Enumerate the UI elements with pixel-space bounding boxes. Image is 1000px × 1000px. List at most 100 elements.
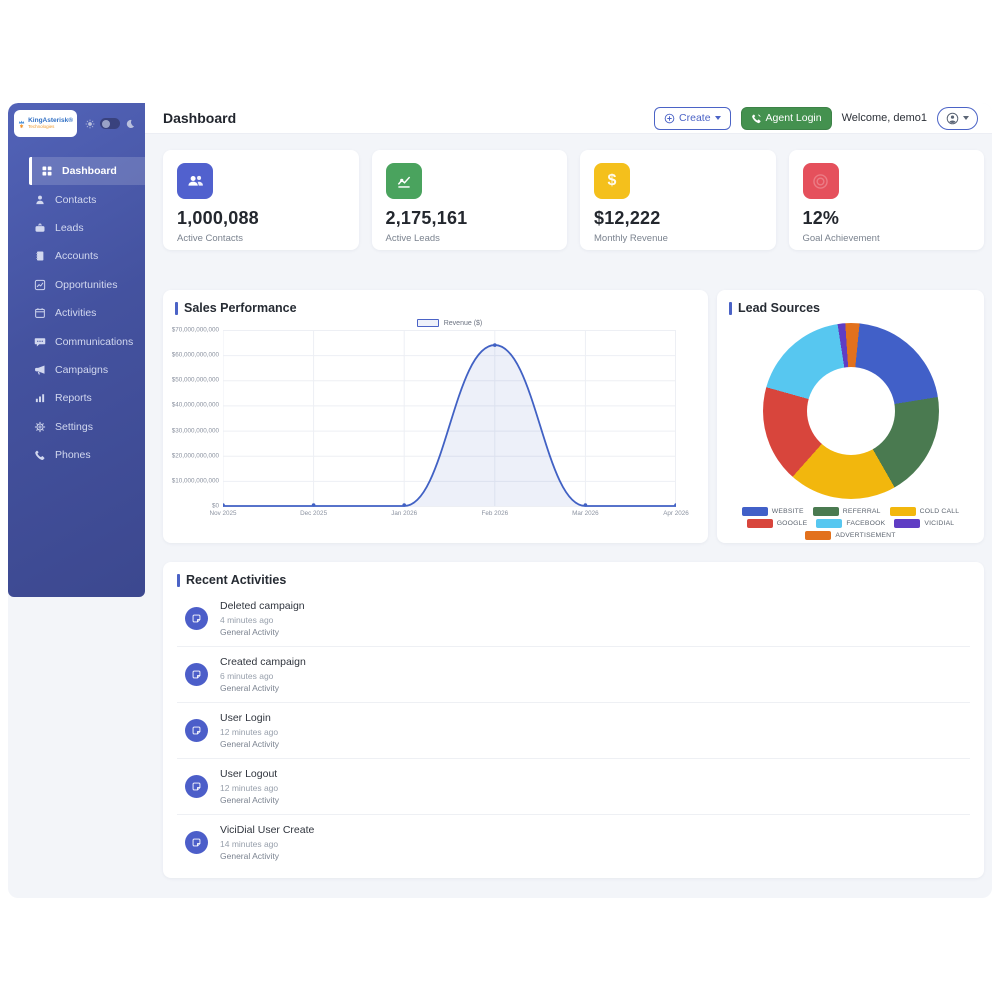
activity-title: User Login — [220, 712, 271, 724]
y-axis-labels: $70,000,000,000 $60,000,000,000 $50,000,00… — [172, 327, 223, 510]
create-button[interactable]: Create — [654, 106, 731, 130]
donut-legend-item[interactable]: WEBSITE — [741, 507, 804, 516]
note-icon — [185, 663, 208, 686]
donut-legend-item[interactable]: ADVERTISEMENT — [805, 531, 895, 540]
chevron-down-icon — [714, 116, 721, 120]
x-axis-tick-label: Apr 2026 — [663, 510, 689, 517]
sidebar-item-label: Communications — [55, 335, 134, 348]
graph-up-icon — [34, 279, 46, 290]
activity-title: Deleted campaign — [220, 600, 305, 612]
stat-label: Goal Achievement — [802, 233, 880, 244]
brand-name: KingAsterisk® — [28, 116, 73, 124]
sidebar-item-settings[interactable]: Settings — [8, 413, 145, 441]
note-icon — [185, 607, 208, 630]
stat-value: 12% — [802, 208, 840, 228]
legend-swatch — [416, 319, 439, 327]
activity-time: 14 minutes ago — [220, 838, 279, 849]
bar-chart-icon — [35, 394, 45, 403]
section-accent-bar — [729, 301, 732, 315]
theme-toggle[interactable] — [100, 118, 120, 129]
sidebar-item-label: Opportunities — [55, 278, 118, 291]
x-axis-labels: Nov 2025 Dec 2025 Jan 2026 Feb 2026 Mar 2026… — [210, 507, 689, 519]
legend-swatch — [812, 507, 839, 516]
phone-outgoing-icon — [751, 113, 761, 123]
crm-app-window: KingAsterisk® Technologies Dashboard — [8, 103, 992, 898]
target-icon — [802, 163, 839, 199]
plus-circle-icon — [664, 113, 675, 123]
activity-row[interactable]: User Logout 12 minutes ago General Activ… — [177, 758, 970, 814]
donut-legend-item[interactable]: FACEBOOK — [816, 519, 885, 528]
agent-login-button[interactable]: Agent Login — [740, 106, 832, 130]
legend-label: ADVERTISEMENT — [835, 532, 896, 539]
sidebar-item-label: Phones — [55, 449, 91, 462]
donut-legend-item[interactable]: GOOGLE — [746, 519, 808, 528]
sidebar-item-label: Reports — [55, 392, 92, 405]
revenue-line-chart[interactable] — [221, 330, 678, 507]
legend-swatch — [889, 507, 916, 516]
activity-time: 4 minutes ago — [220, 614, 274, 625]
recent-activities-card: Recent Activities Deleted campaign 4 min… — [163, 562, 984, 878]
activity-category: General Activity — [220, 627, 280, 637]
sidebar-item-reports[interactable]: Reports — [8, 384, 145, 412]
donut-legend-item[interactable]: REFERRAL — [812, 507, 881, 516]
sidebar-item-opportunities[interactable]: Opportunities — [8, 271, 145, 299]
section-accent-bar — [175, 301, 178, 315]
sidebar-item-leads[interactable]: Leads — [8, 214, 145, 242]
legend-label: VICIDIAL — [924, 520, 955, 527]
activity-category: General Activity — [220, 683, 280, 693]
donut-legend-item[interactable]: COLD CALL — [889, 507, 960, 516]
stat-value: 1,000,088 — [177, 208, 259, 228]
agent-login-label: Agent Login — [765, 112, 822, 124]
section-accent-bar — [177, 573, 180, 587]
stat-label: Active Leads — [385, 233, 440, 244]
sidebar-item-accounts[interactable]: Accounts — [8, 242, 145, 270]
activity-row[interactable]: User Login 12 minutes ago General Activi… — [177, 702, 970, 758]
sales-performance-card: Sales Performance Revenue ($) $70,000,00… — [163, 290, 708, 543]
sidebar-nav: Dashboard Contacts Leads Accounts Opport… — [8, 157, 145, 469]
top-header: Dashboard Create Agent Login Welcome, de… — [145, 103, 992, 134]
x-axis-tick-label: Feb 2026 — [481, 510, 509, 517]
person-icon — [36, 195, 44, 204]
sidebar-item-activities[interactable]: Activities — [8, 299, 145, 327]
stats-row: 1,000,088 Active Contacts 2,175,161 Acti… — [163, 150, 984, 250]
x-axis-tick-label: Mar 2026 — [572, 510, 599, 517]
activity-row[interactable]: Created campaign 6 minutes ago General A… — [177, 646, 970, 702]
y-axis-tick-label: $0 — [211, 502, 219, 510]
journal-icon — [36, 251, 44, 261]
sidebar-item-contacts[interactable]: Contacts — [8, 185, 145, 213]
briefcase-icon — [35, 223, 45, 232]
create-button-label: Create — [679, 112, 711, 124]
stat-label: Monthly Revenue — [594, 233, 668, 244]
sidebar-item-campaigns[interactable]: Campaigns — [8, 356, 145, 384]
sidebar-item-label: Activities — [55, 307, 97, 320]
grid-icon — [42, 166, 52, 176]
revenue-legend[interactable]: Revenue ($) — [203, 319, 696, 327]
brand-logo[interactable]: KingAsterisk® Technologies — [14, 110, 77, 137]
recent-activities-title: Recent Activities — [186, 573, 287, 587]
crown-asterisk-logo-icon — [18, 120, 25, 128]
x-axis-tick-label: Dec 2025 — [300, 510, 328, 517]
stat-label: Active Contacts — [177, 233, 243, 244]
legend-label: REFERRAL — [842, 508, 881, 515]
sidebar-item-communications[interactable]: Communications — [8, 327, 145, 355]
stat-card-goal-achievement: 12% Goal Achievement — [788, 150, 984, 250]
legend-swatch — [741, 507, 768, 516]
legend-label: Revenue ($) — [443, 319, 483, 327]
activity-row[interactable]: ViciDial User Create 14 minutes ago Gene… — [177, 814, 970, 870]
x-axis-tick-label: Jan 2026 — [391, 510, 418, 517]
sidebar-item-dashboard[interactable]: Dashboard — [29, 157, 145, 186]
activity-title: User Logout — [220, 768, 278, 780]
legend-swatch — [746, 519, 773, 528]
people-icon — [177, 163, 213, 199]
lead-sources-donut-chart[interactable] — [762, 323, 939, 499]
stat-card-active-contacts: 1,000,088 Active Contacts — [163, 150, 359, 250]
theme-toggle-knob — [101, 119, 110, 128]
moon-icon — [126, 119, 135, 128]
user-menu-button[interactable] — [937, 106, 978, 130]
sidebar-item-label: Settings — [55, 420, 93, 433]
donut-legend-item[interactable]: VICIDIAL — [894, 519, 954, 528]
activity-row[interactable]: Deleted campaign 4 minutes ago General A… — [177, 591, 970, 646]
welcome-text: Welcome, demo1 — [841, 112, 927, 124]
sidebar-item-label: Leads — [55, 221, 84, 234]
sidebar-item-phones[interactable]: Phones — [8, 441, 145, 469]
